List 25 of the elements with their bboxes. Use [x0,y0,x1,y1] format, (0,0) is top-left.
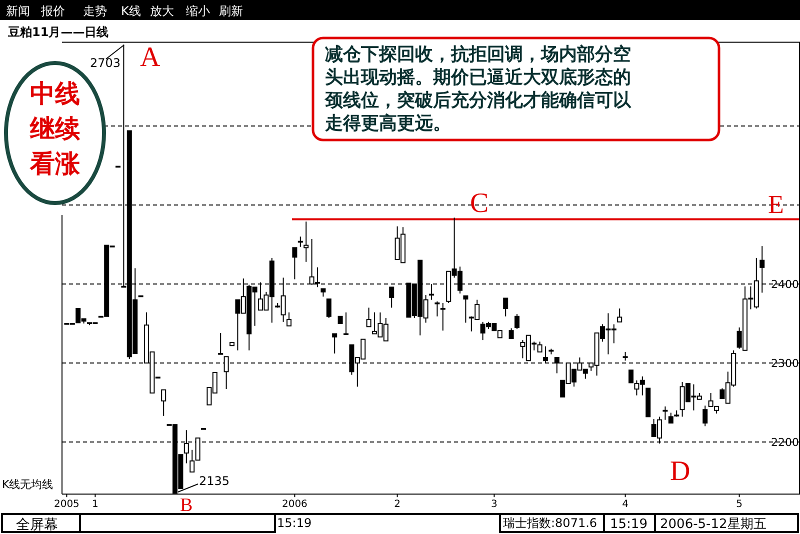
text: 报价 [40,4,65,18]
x-tick-label: 2 [394,499,400,510]
annotation: C [470,188,489,219]
annotation: 中线继续看涨 [29,79,81,178]
statusbar: 全屏幕 15:19 瑞士指数:8071.6 15:19 2006-5-12星期五 [0,512,800,534]
chart-title: 豆粕11月——日线 [7,25,109,39]
text: 新闻 [6,4,30,18]
text: E [768,190,784,219]
annotation: D [670,456,690,487]
annotation: A [140,42,161,73]
x-tick-label: 3 [491,499,498,510]
x-tick-label: 5 [736,499,742,510]
annotation: 减仓下探回收，抗拒回调，场内部分空头出现动摇。期价已逼近大双底形态的颈线位，突破后充分消化才能确信可以走得更高更远。 [324,44,632,134]
text: 走势 [83,4,107,18]
x-tick-label: 2005 [54,499,80,510]
text: K线无均线 [2,478,54,491]
text: 刷新 [219,4,243,18]
text: 缩小 [186,4,210,18]
x-tick-label: 1 [92,499,98,510]
text: 放大 [150,4,174,18]
annotation: 2703 [90,56,121,70]
annotation: 2135 [199,474,230,488]
text: K线 [121,4,141,18]
x-tick-label: 4 [622,499,628,510]
x-tick-label: 2006 [282,499,308,510]
